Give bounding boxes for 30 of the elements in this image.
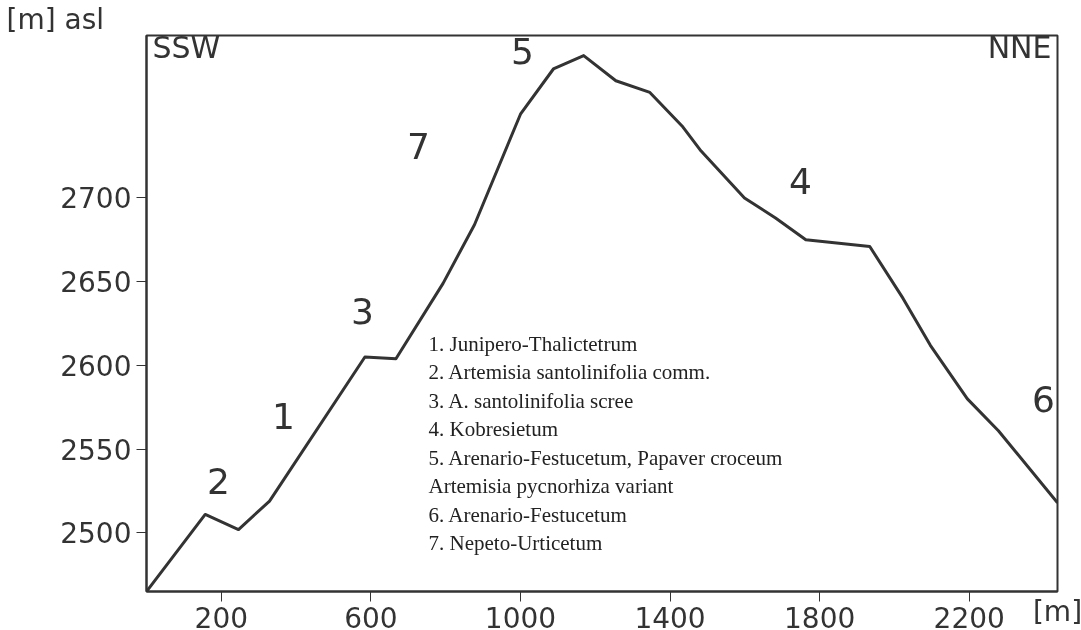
annotation: 1. Junipero-Thalictetrum <box>428 331 638 356</box>
x-axis-title: [m] <box>1032 594 1081 628</box>
y-tick-label: 2500 <box>60 517 132 551</box>
annotation: 6. Arenario-Festucetum <box>428 502 627 527</box>
x-tick-label: 2200 <box>933 601 1005 630</box>
x-tick-label: 1000 <box>484 601 557 630</box>
annotation: 1 <box>272 395 295 437</box>
annotation: 4. Kobresietum <box>428 417 558 441</box>
annotation: 7 <box>407 125 430 167</box>
x-tick-label: 1800 <box>784 601 856 630</box>
y-tick-label: 2550 <box>60 433 132 467</box>
annotation: 2. Artemisia santolinifolia comm. <box>428 360 711 384</box>
annotation: 5 <box>511 30 534 72</box>
y-tick-label: 2650 <box>60 266 132 300</box>
annotation: 7. Nepeto-Urticetum <box>428 531 603 555</box>
x-tick-label: 1400 <box>634 601 706 630</box>
annotation: Artemisia pycnorhiza variant <box>428 474 674 498</box>
x-tick-label: 600 <box>344 601 398 630</box>
y-tick-label: 2600 <box>60 349 132 383</box>
y-tick-label: 2700 <box>60 182 132 216</box>
x-tick-label: 200 <box>194 601 249 630</box>
annotation: NNE <box>987 29 1052 65</box>
annotation: 5. Arenario-Festucetum, Papaver croceum <box>428 445 783 470</box>
annotation: 6 <box>1032 378 1055 420</box>
y-axis-title: [m] asl <box>6 2 105 36</box>
annotation: 4 <box>789 160 812 202</box>
annotation: 2 <box>207 460 230 502</box>
annotation: SSW <box>152 29 221 65</box>
annotation: 3 <box>351 290 374 332</box>
annotation: 3. A. santolinifolia scree <box>428 388 634 413</box>
